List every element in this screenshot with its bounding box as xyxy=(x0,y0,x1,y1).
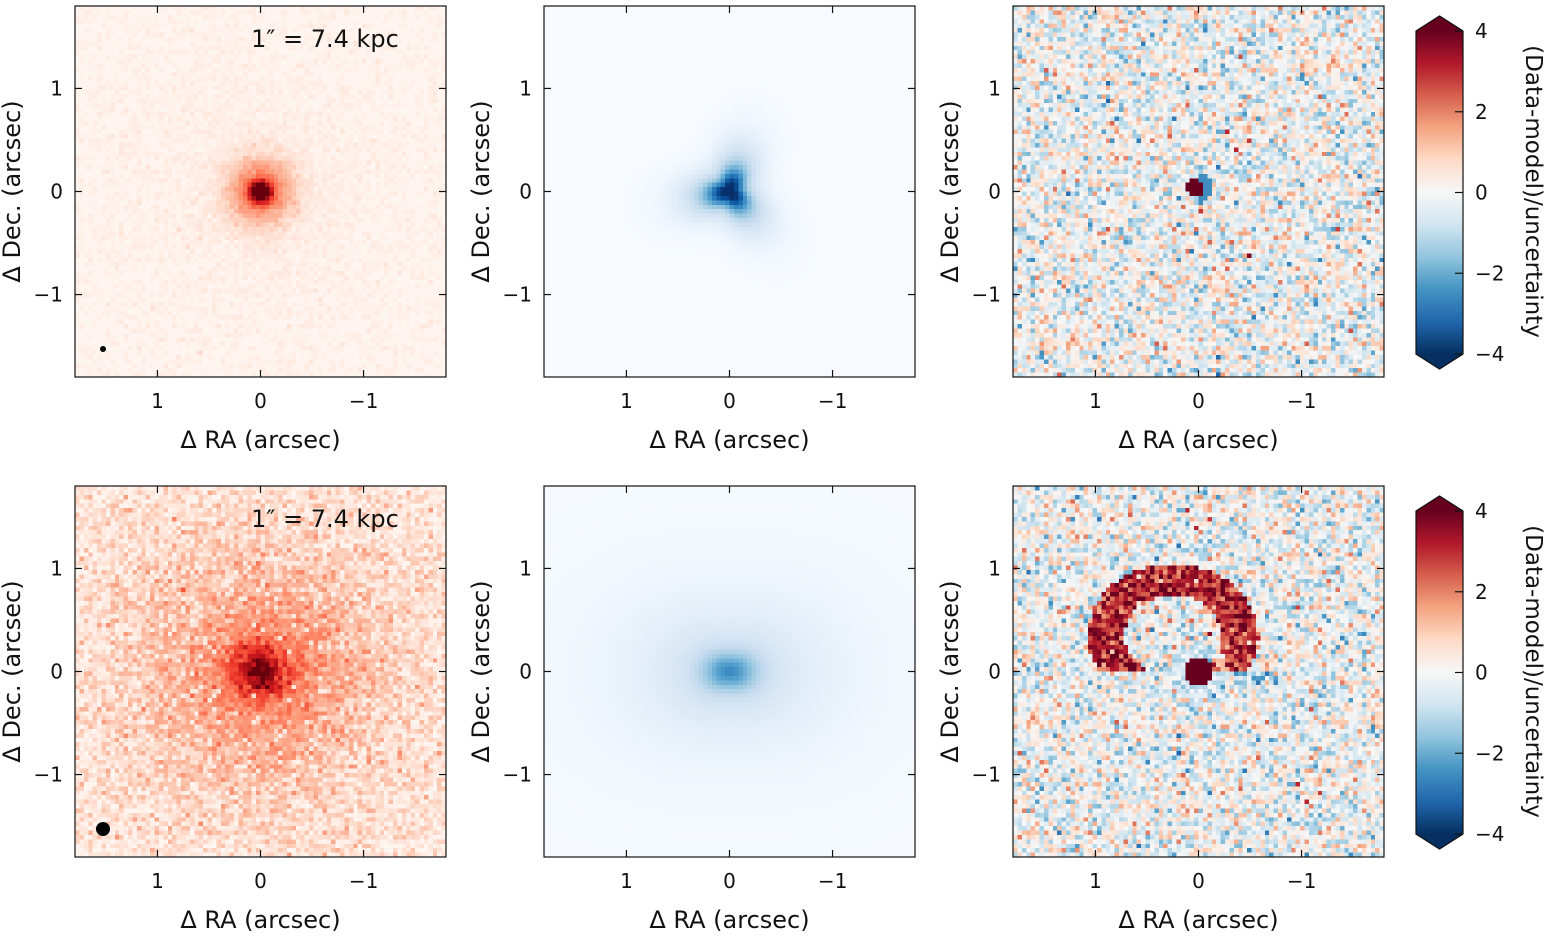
panel-top-left: 1 0 −1 1 0 −1 Δ RA (arcsec) Δ Dec. (arcsec) 1″ =… xyxy=(0,5,447,454)
y-tick-label: 0 xyxy=(519,660,532,684)
y-axis-label: Δ Dec. (arcsec) xyxy=(467,580,495,762)
x-tick-label: −1 xyxy=(818,869,847,893)
colorbar-tick-label: −4 xyxy=(1475,822,1504,846)
panel-top-middle: 1 0 −1 1 0 −1 Δ RA (arcsec) Δ Dec. (arcsec) xyxy=(467,5,916,454)
x-tick-label: 0 xyxy=(1192,869,1205,893)
y-tick-label: −1 xyxy=(972,283,1001,307)
y-axis-label: Δ Dec. (arcsec) xyxy=(936,100,964,282)
x-axis-label: Δ RA (arcsec) xyxy=(1118,426,1278,454)
y-tick-label: 1 xyxy=(519,76,532,100)
x-axis-label: Δ RA (arcsec) xyxy=(649,906,809,934)
heatmap-image xyxy=(75,6,446,377)
x-axis-label: Δ RA (arcsec) xyxy=(180,906,340,934)
y-tick-label: 1 xyxy=(50,76,63,100)
x-tick-label: 1 xyxy=(1089,389,1102,413)
y-tick-label: 1 xyxy=(988,556,1001,580)
x-tick-label: −1 xyxy=(349,869,378,893)
scale-annotation: 1″ = 7.4 kpc xyxy=(251,25,399,53)
y-tick-label: 0 xyxy=(50,660,63,684)
heatmap-image xyxy=(544,486,915,857)
y-tick-label: 0 xyxy=(50,180,63,204)
x-tick-label: 0 xyxy=(723,869,736,893)
colorbar-tick-label: 4 xyxy=(1475,499,1488,523)
x-axis-label: Δ RA (arcsec) xyxy=(180,426,340,454)
x-tick-label: −1 xyxy=(818,389,847,413)
panel-bottom-left: 1 0 −1 1 0 −1 Δ RA (arcsec) Δ Dec. (arcsec) 1″ =… xyxy=(0,485,447,934)
y-tick-label: −1 xyxy=(34,283,63,307)
y-tick-label: 1 xyxy=(988,76,1001,100)
y-tick-label: −1 xyxy=(503,763,532,787)
x-tick-label: −1 xyxy=(1287,389,1316,413)
x-tick-label: 1 xyxy=(1089,869,1102,893)
colorbar-extend-low xyxy=(1416,834,1463,849)
panel-bottom-middle: 1 0 −1 1 0 −1 Δ RA (arcsec) Δ Dec. (arcsec) xyxy=(467,485,916,934)
colorbar-tick-label: 2 xyxy=(1475,100,1488,124)
beam-marker xyxy=(96,822,110,836)
colorbar-extend-high xyxy=(1416,496,1463,511)
y-tick-label: −1 xyxy=(503,283,532,307)
colorbar-tick-label: −4 xyxy=(1475,342,1504,366)
y-tick-label: 0 xyxy=(988,660,1001,684)
y-tick-label: −1 xyxy=(34,763,63,787)
heatmap-image xyxy=(1013,486,1384,857)
colorbar-tick-label: 4 xyxy=(1475,19,1488,43)
x-axis-label: Δ RA (arcsec) xyxy=(649,426,809,454)
y-axis-label: Δ Dec. (arcsec) xyxy=(0,580,26,762)
scale-annotation: 1″ = 7.4 kpc xyxy=(251,505,399,533)
x-tick-label: 1 xyxy=(620,389,633,413)
y-axis-label: Δ Dec. (arcsec) xyxy=(936,580,964,762)
colorbar: 4 2 0 −2 −4 (Data-model)/uncertainty xyxy=(1415,495,1546,850)
y-tick-label: 1 xyxy=(519,556,532,580)
colorbar-tick-label: 0 xyxy=(1475,661,1488,685)
beam-marker xyxy=(100,346,106,352)
colorbar-label: (Data-model)/uncertainty xyxy=(1520,525,1546,818)
colorbar-label: (Data-model)/uncertainty xyxy=(1520,45,1546,338)
x-tick-label: 1 xyxy=(620,869,633,893)
y-tick-label: 1 xyxy=(50,556,63,580)
x-tick-label: 0 xyxy=(1192,389,1205,413)
x-tick-label: −1 xyxy=(349,389,378,413)
colorbar-tick-label: 0 xyxy=(1475,181,1488,205)
x-tick-label: −1 xyxy=(1287,869,1316,893)
x-tick-label: 0 xyxy=(254,389,267,413)
panel-bottom-right: 1 0 −1 1 0 −1 Δ RA (arcsec) Δ Dec. (arcsec) xyxy=(936,485,1385,934)
y-tick-label: 0 xyxy=(988,180,1001,204)
y-axis-label: Δ Dec. (arcsec) xyxy=(0,100,26,282)
panel-top-right: 1 0 −1 1 0 −1 Δ RA (arcsec) Δ Dec. (arcsec) xyxy=(936,5,1385,454)
heatmap-image xyxy=(1013,6,1384,377)
y-axis-label: Δ Dec. (arcsec) xyxy=(467,100,495,282)
colorbar-tick-label: 2 xyxy=(1475,580,1488,604)
colorbar: 4 2 0 −2 −4 (Data-model)/uncertainty xyxy=(1415,15,1546,370)
colorbar-tick-label: −2 xyxy=(1475,741,1504,765)
heatmap-image xyxy=(544,6,915,377)
x-tick-label: 1 xyxy=(151,389,164,413)
colorbar-extend-high xyxy=(1416,16,1463,31)
x-tick-label: 0 xyxy=(723,389,736,413)
colorbar-tick-label: −2 xyxy=(1475,261,1504,285)
x-tick-label: 1 xyxy=(151,869,164,893)
x-tick-label: 0 xyxy=(254,869,267,893)
colorbar-extend-low xyxy=(1416,354,1463,369)
y-tick-label: −1 xyxy=(972,763,1001,787)
heatmap-image xyxy=(75,486,446,857)
x-axis-label: Δ RA (arcsec) xyxy=(1118,906,1278,934)
y-tick-label: 0 xyxy=(519,180,532,204)
